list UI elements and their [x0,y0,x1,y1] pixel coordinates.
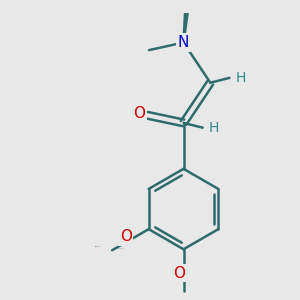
Text: O: O [173,266,185,281]
Text: H: H [236,71,246,85]
Text: methyl_end: methyl_end [116,247,124,249]
Text: N: N [178,35,189,50]
Text: H: H [209,121,219,135]
Text: O: O [134,106,146,121]
Text: O: O [120,229,132,244]
Text: methoxy: methoxy [95,246,101,247]
